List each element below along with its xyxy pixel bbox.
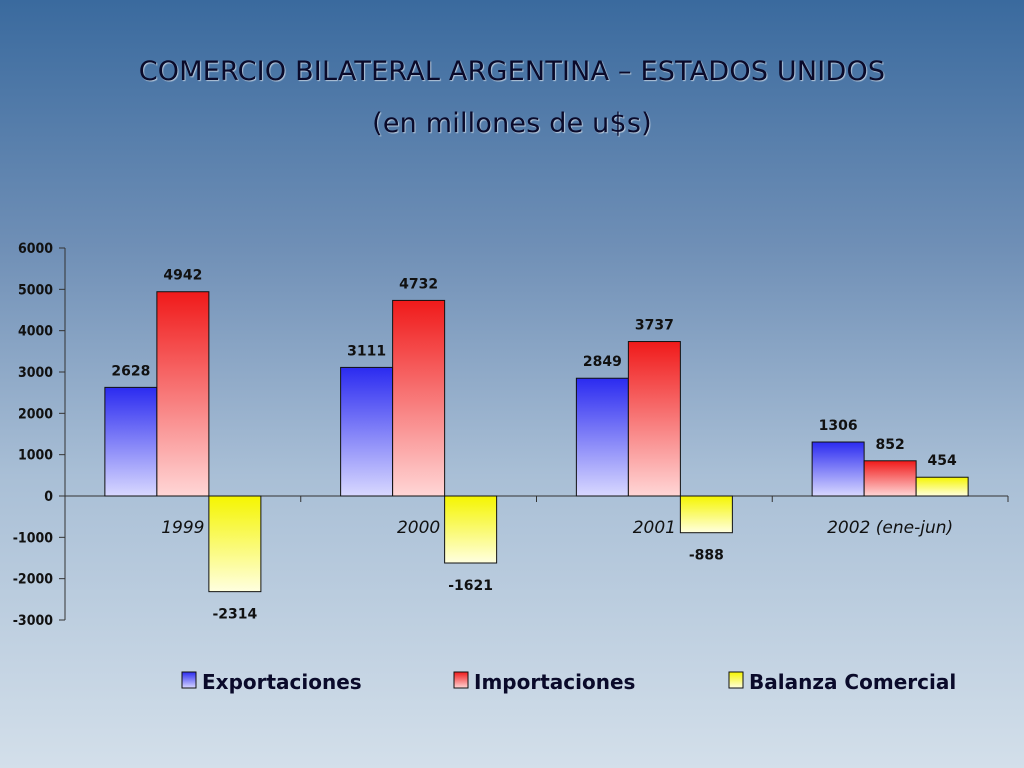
legend-label: Importaciones: [474, 670, 635, 694]
legend-swatch: [453, 671, 469, 689]
bar-exportaciones: [575, 377, 629, 497]
data-label: 3737: [635, 318, 674, 334]
y-tick-label: 5000: [18, 282, 53, 298]
data-label: 4732: [399, 276, 438, 292]
bar-importaciones: [627, 341, 681, 497]
data-label: -888: [689, 548, 724, 564]
bar-balanza-comercial: [444, 495, 498, 564]
bar-importaciones: [156, 291, 210, 497]
data-label: 852: [876, 437, 905, 453]
bar-exportaciones: [340, 366, 394, 497]
data-label: -1621: [448, 578, 493, 594]
legend-swatch: [728, 671, 744, 689]
x-category-label: 2001: [633, 518, 676, 538]
y-tick-label: 3000: [18, 365, 53, 381]
bar-importaciones: [863, 460, 917, 497]
bar-balanza-comercial: [679, 495, 733, 534]
bar-balanza-comercial: [915, 476, 969, 497]
data-label: -2314: [212, 607, 257, 623]
data-label: 1306: [819, 418, 858, 434]
data-label: 3111: [347, 343, 386, 359]
legend-label: Balanza Comercial: [749, 670, 956, 694]
data-label: 2849: [583, 354, 622, 370]
data-label: 4942: [163, 268, 202, 284]
y-tick-label: -3000: [13, 613, 54, 629]
y-tick-label: -1000: [13, 530, 54, 546]
y-tick-label: -2000: [13, 572, 54, 588]
bar-importaciones: [392, 299, 446, 497]
y-tick-label: 0: [44, 489, 53, 505]
bar-balanza-comercial: [208, 495, 262, 593]
y-tick-label: 4000: [18, 324, 53, 340]
x-category-label: 1999: [161, 518, 204, 538]
bar-exportaciones: [104, 386, 158, 497]
chart-subtitle: (en millones de u$s): [372, 108, 652, 139]
data-label: 454: [928, 453, 957, 469]
y-tick-label: 6000: [18, 241, 53, 257]
chart-title: COMERCIO BILATERAL ARGENTINA – ESTADOS U…: [138, 56, 886, 87]
data-label: 2628: [111, 363, 150, 379]
y-tick-label: 2000: [18, 406, 53, 422]
x-category-label: 2002 (ene-jun): [827, 518, 953, 538]
bar-exportaciones: [811, 441, 865, 497]
legend-swatch: [181, 671, 197, 689]
y-tick-label: 1000: [18, 448, 53, 464]
legend-label: Exportaciones: [202, 670, 362, 694]
x-category-label: 2000: [397, 518, 440, 538]
